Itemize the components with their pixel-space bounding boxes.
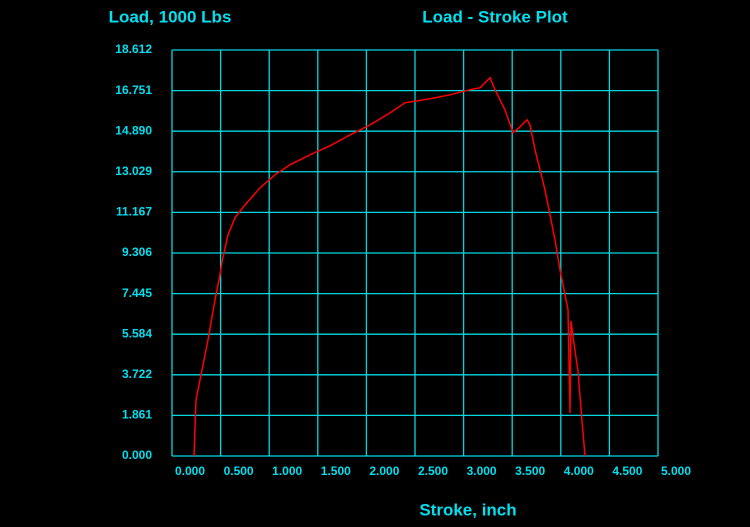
x-tick-label: 1.000 xyxy=(272,464,302,478)
y-tick-label: 3.722 xyxy=(122,367,152,381)
data-line xyxy=(193,76,586,457)
chart-title: Load - Stroke Plot xyxy=(422,7,568,26)
x-tick-label: 0.500 xyxy=(224,464,254,478)
y-tick-label: 7.445 xyxy=(122,286,152,300)
x-tick-label: 3.500 xyxy=(515,464,545,478)
y-tick-label: 18.612 xyxy=(115,42,152,56)
x-tick-label: 0.000 xyxy=(175,464,205,478)
x-tick-label: 3.000 xyxy=(467,464,497,478)
y-tick-label: 14.890 xyxy=(115,123,152,137)
y-tick-label: 1.861 xyxy=(122,408,152,422)
y-tick-label: 0.000 xyxy=(122,448,152,462)
y-tick-label: 16.751 xyxy=(115,83,152,97)
x-tick-label: 4.000 xyxy=(564,464,594,478)
y-tick-label: 11.167 xyxy=(116,205,152,219)
x-tick-label: 4.500 xyxy=(612,464,642,478)
x-tick-label: 2.500 xyxy=(418,464,448,478)
x-tick-label: 1.500 xyxy=(321,464,351,478)
x-tick-label: 5.000 xyxy=(661,464,691,478)
y-axis-label: Load, 1000 Lbs xyxy=(109,7,232,26)
y-tick-label: 13.029 xyxy=(115,164,152,178)
y-tick-label: 5.584 xyxy=(122,326,152,340)
x-tick-label: 2.000 xyxy=(369,464,399,478)
y-tick-label: 9.306 xyxy=(122,245,152,259)
x-axis-label: Stroke, inch xyxy=(419,500,516,519)
